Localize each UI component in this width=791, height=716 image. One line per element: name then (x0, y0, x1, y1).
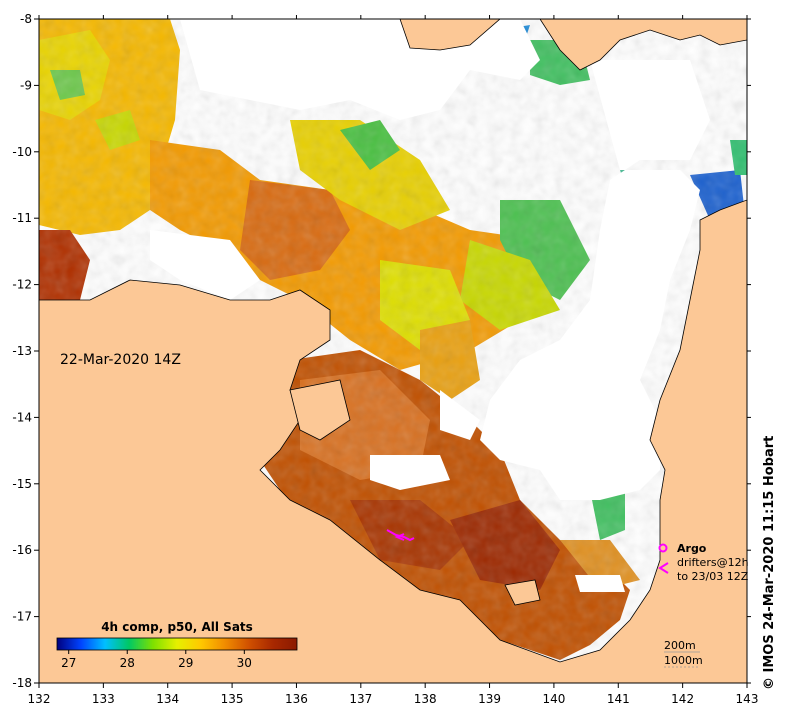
date-label: 22-Mar-2020 14Z (60, 352, 181, 368)
credit-text: © IMOS 24-Mar-2020 11:15 Hobart (762, 435, 777, 690)
colorbar-tick-label: 27 (61, 656, 76, 670)
drifter-arrow-icon (658, 562, 669, 574)
land (39, 19, 747, 683)
lon-tick-label: 137 (349, 692, 372, 706)
lat-tick-label: -11 (12, 211, 32, 225)
lon-tick-label: 134 (156, 692, 179, 706)
depth-1000-label: 1000m (664, 654, 703, 667)
legend: Argo drifters@12h to 23/03 12Z 200m 1000… (658, 542, 749, 668)
lat-tick-label: -9 (20, 78, 32, 92)
lon-tick-label: 141 (607, 692, 630, 706)
depth-200-label: 200m (664, 639, 696, 652)
lon-tick-label: 139 (478, 692, 501, 706)
drifter-legend-line2: to 23/03 12Z (677, 570, 749, 583)
lon-tick-label: 136 (285, 692, 308, 706)
lat-tick-label: -17 (12, 610, 32, 624)
lat-tick-label: -10 (12, 145, 32, 159)
colorbar-tick-label: 29 (178, 656, 193, 670)
lat-tick-label: -8 (20, 12, 32, 26)
lon-tick-label: 140 (542, 692, 565, 706)
lat-tick-label: -13 (12, 344, 32, 358)
lon-tick-label: 135 (221, 692, 244, 706)
lon-tick-label: 132 (28, 692, 51, 706)
lon-axis: 132 133 134 135 136 137 138 139 140 141 142 143 (28, 15, 759, 706)
colorbar-title: 4h comp, p50, All Sats (101, 620, 253, 634)
colorbar-tick-label: 28 (120, 656, 135, 670)
lat-tick-label: -18 (12, 676, 32, 690)
lon-tick-label: 133 (92, 692, 115, 706)
cloud-gaps (150, 19, 710, 592)
lat-tick-label: -15 (12, 477, 32, 491)
colorbar-tick-label: 30 (237, 656, 252, 670)
argo-legend-label: Argo (677, 542, 707, 555)
lon-tick-label: 138 (414, 692, 437, 706)
argo-marker-icon (658, 543, 668, 553)
lat-tick-label: -16 (12, 543, 32, 557)
drifter-track (386, 529, 415, 542)
lon-tick-label: 142 (671, 692, 694, 706)
lon-tick-label: 143 (736, 692, 759, 706)
colorbar: 4h comp, p50, All Sats 27 28 29 30 (56, 620, 298, 670)
lat-axis: -8 -9 -10 -11 -12 -13 -14 -15 -16 -17 -18 (12, 12, 751, 690)
drifter-legend-line1: drifters@12h (677, 556, 749, 569)
lat-tick-label: -14 (12, 410, 32, 424)
colorbar-ramp (56, 637, 298, 651)
lat-tick-label: -12 (12, 278, 32, 292)
colorbar-ticks: 27 28 29 30 (61, 650, 252, 670)
